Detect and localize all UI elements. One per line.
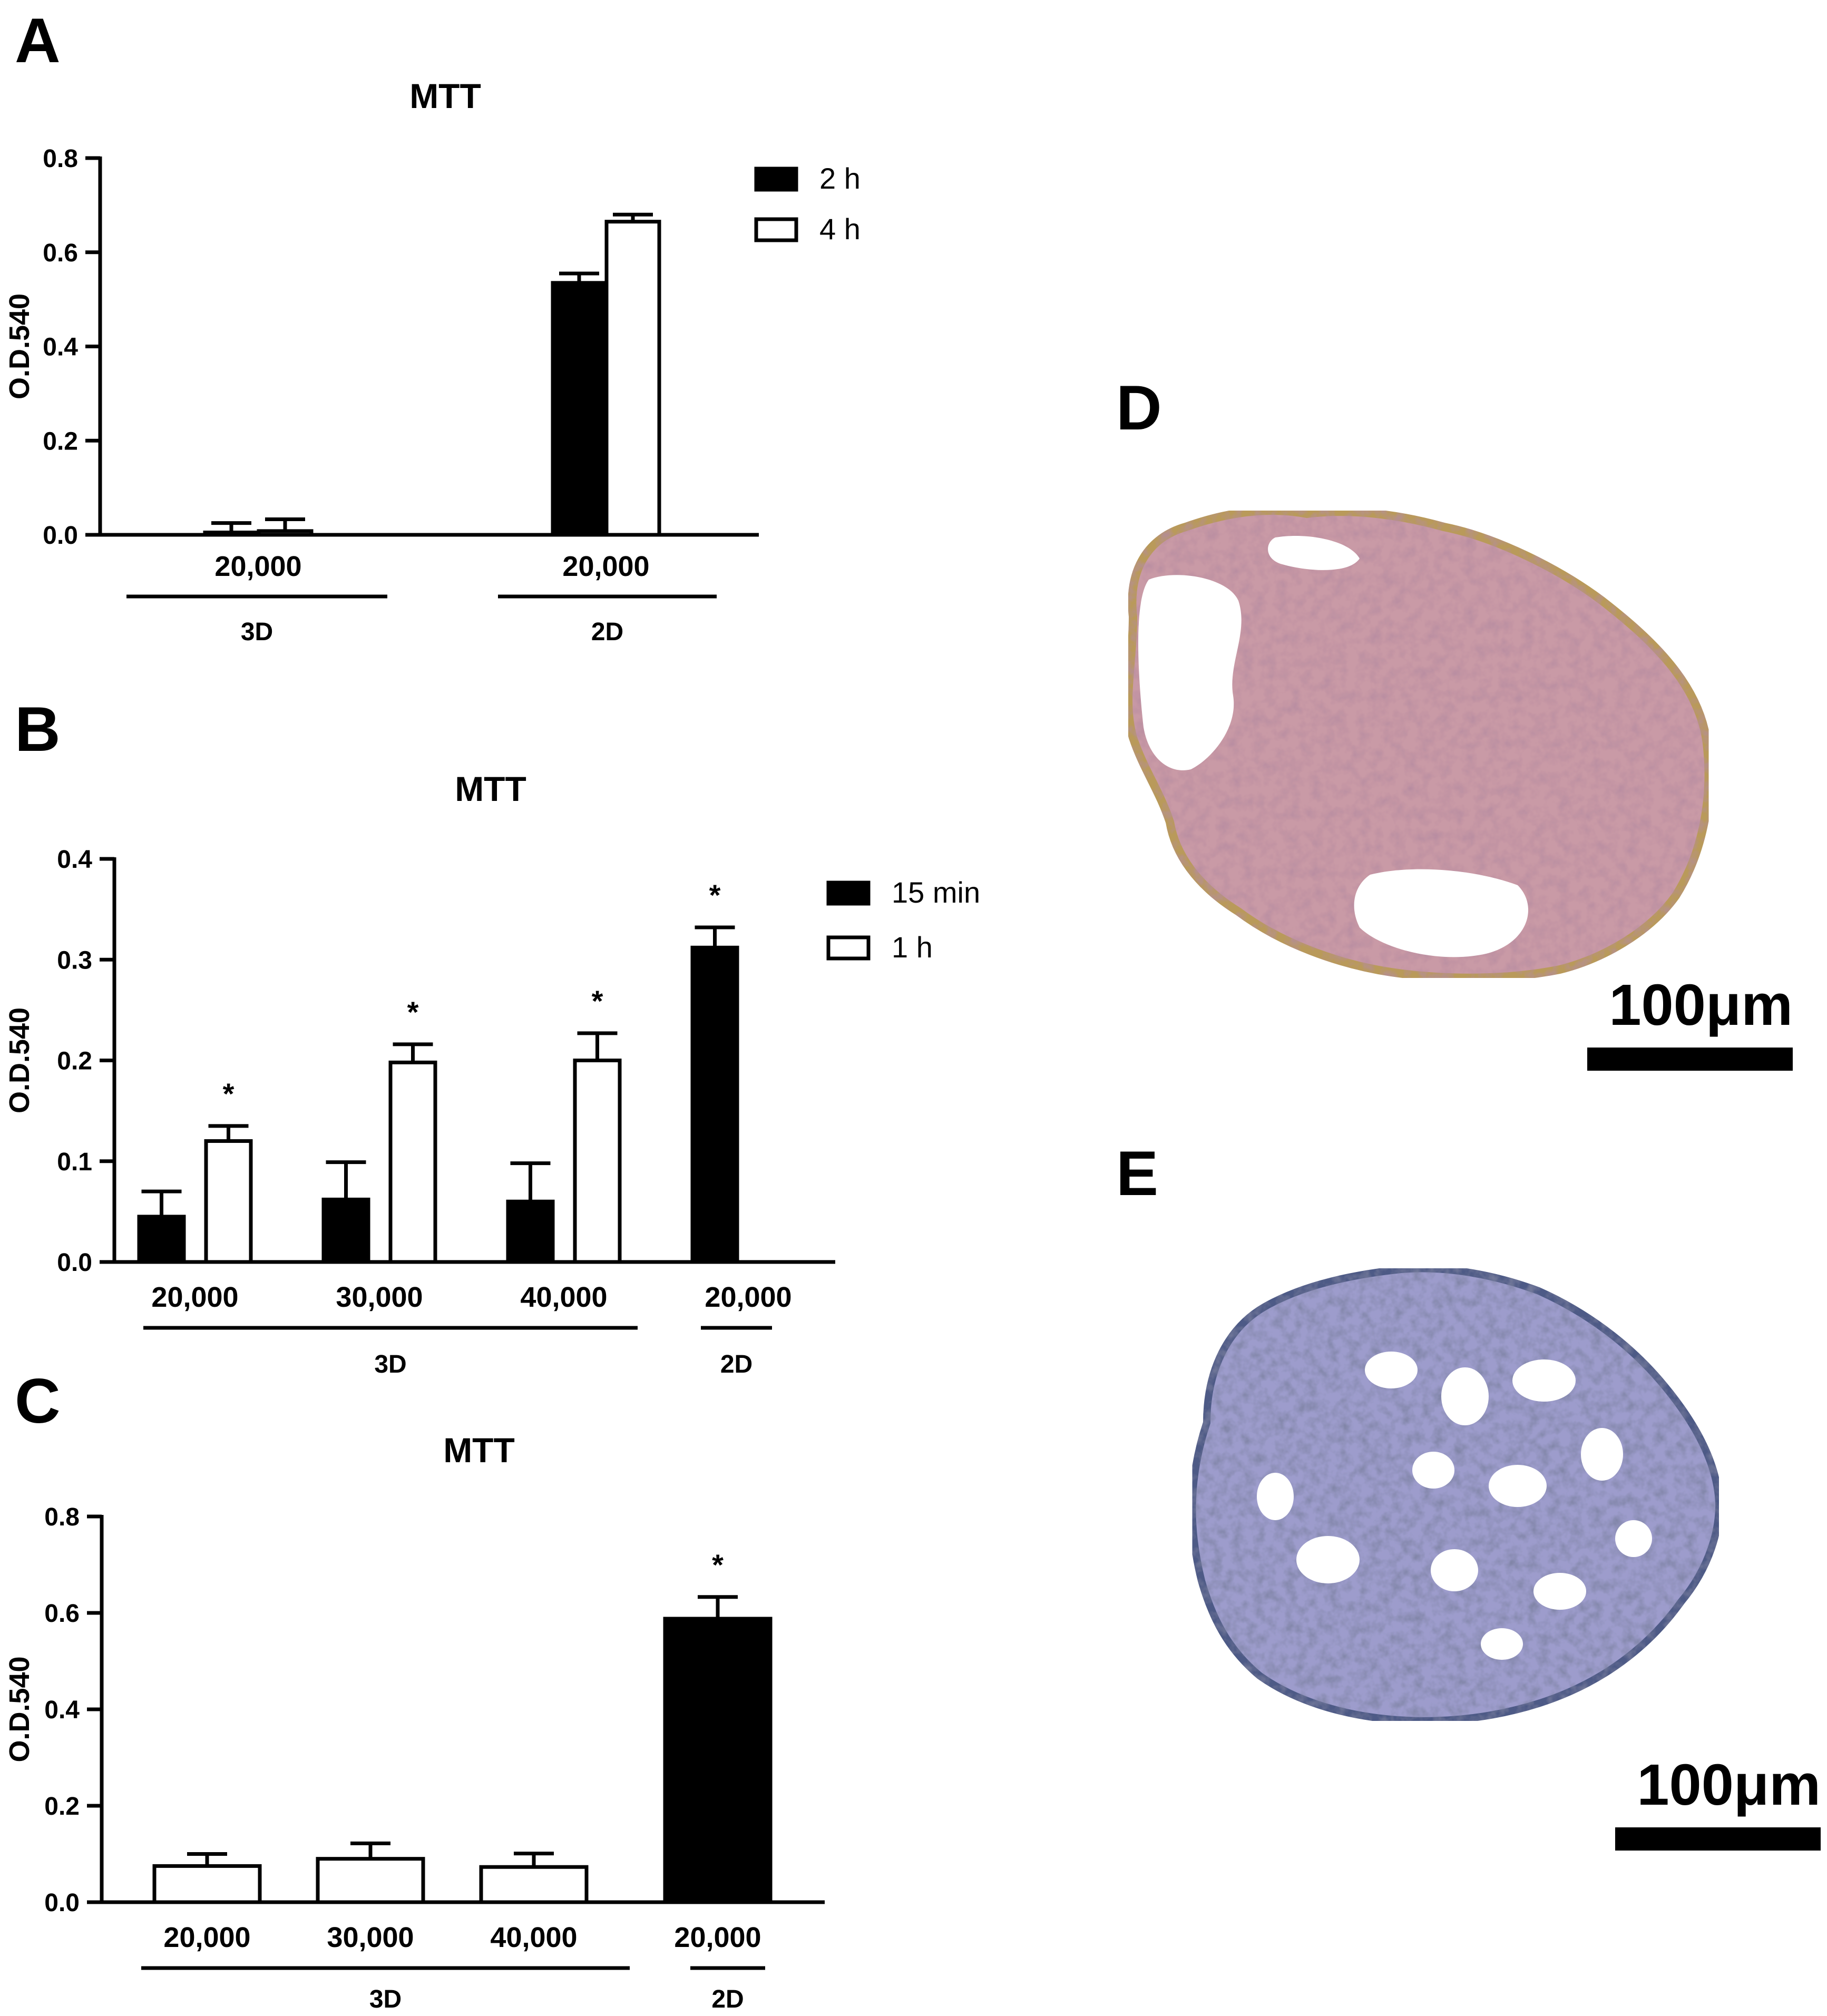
void-e-9	[1533, 1573, 1586, 1610]
y-axis-label: O.D.540	[4, 1007, 35, 1113]
void-e-6	[1581, 1428, 1623, 1481]
void-e-1	[1365, 1352, 1418, 1388]
x-tick-label: 20,000	[163, 1922, 250, 1953]
x-tick-label: 20,000	[151, 1281, 238, 1313]
chart-a: MTT O.D.540 0.0 0.2 0.4 0.6 0.8 20,000 20,000 3D 2…	[4, 76, 861, 646]
y-axis-label: O.D.540	[4, 1656, 35, 1762]
x-tick-label: 20,000	[214, 551, 301, 582]
bar	[663, 1617, 773, 1904]
void-e-12	[1615, 1520, 1652, 1557]
y-tick-label: 0.4	[57, 846, 92, 874]
y-tick-label: 0.2	[44, 1793, 80, 1821]
chart-title: MTT	[409, 76, 481, 115]
group-label: 2D	[591, 618, 623, 646]
spheroid-d	[1124, 506, 1713, 982]
group-label: 3D	[241, 618, 273, 646]
y-tick-label: 0.8	[44, 1503, 80, 1531]
void-e-11	[1257, 1473, 1294, 1520]
y-axis-label: O.D.540	[4, 293, 35, 399]
y-tick-label: 0.4	[44, 1696, 80, 1724]
void-e-2	[1441, 1367, 1489, 1425]
bar	[316, 1857, 425, 1904]
bar	[204, 1139, 253, 1264]
spheroid-e	[1188, 1265, 1723, 1725]
x-tick-label: 40,000	[520, 1281, 607, 1313]
legend-label: 4 h	[819, 212, 861, 246]
void-e-7	[1296, 1536, 1360, 1583]
chart-c: MTT O.D.540 0.0 0.2 0.4 0.6 0.8 * 20,000 30,000 40…	[4, 1431, 825, 2013]
scale-label-e: 100μm	[1637, 1753, 1821, 1817]
micrograph-e: 100μm	[1188, 1265, 1821, 1851]
group-label: 3D	[374, 1350, 406, 1378]
legend-swatch	[754, 167, 798, 192]
void-d-2	[1268, 535, 1360, 570]
legend-swatch	[754, 217, 798, 242]
panel-letter-c: C	[15, 1366, 61, 1436]
y-tick-label: 0.3	[57, 946, 92, 974]
void-d-1	[1138, 575, 1242, 770]
significance-star: *	[223, 1077, 235, 1110]
x-tick-label: 20,000	[674, 1922, 761, 1953]
significance-star: *	[709, 878, 721, 912]
bar	[203, 531, 260, 537]
micrograph-d: 100μm	[1124, 506, 1793, 1071]
bar	[137, 1215, 186, 1264]
chart-b: MTT O.D.540 0.0 0.1 0.2 0.3 0.4 * * * * 20,000 30,00…	[4, 769, 980, 1378]
y-tick-label: 0.1	[57, 1148, 92, 1176]
group-label: 2D	[711, 1985, 744, 2013]
y-tick-label: 0.2	[43, 427, 78, 455]
panel-letter-e: E	[1116, 1138, 1158, 1209]
y-tick-label: 0.0	[57, 1249, 92, 1277]
x-tick-label: 40,000	[490, 1922, 577, 1953]
legend-label: 1 h	[892, 931, 933, 964]
y-tick-label: 0.8	[43, 145, 78, 173]
legend-swatch	[826, 935, 871, 961]
legend-label: 2 h	[819, 162, 861, 195]
x-tick-label: 30,000	[327, 1922, 414, 1953]
void-e-8	[1431, 1549, 1478, 1591]
void-e-4	[1412, 1452, 1454, 1489]
bar	[479, 1865, 589, 1904]
x-tick-label: 20,000	[562, 551, 649, 582]
voids-d	[1138, 535, 1528, 957]
panel-letter-d: D	[1116, 373, 1162, 443]
voids-e	[1257, 1352, 1652, 1660]
significance-star: *	[592, 984, 603, 1017]
chart-title: MTT	[443, 1431, 515, 1470]
bar	[257, 529, 314, 537]
x-tick-label: 30,000	[336, 1281, 423, 1313]
y-tick-label: 0.0	[44, 1889, 80, 1917]
panel-letter-a: A	[15, 5, 61, 76]
bar	[388, 1060, 437, 1264]
y-tick-label: 0.0	[43, 522, 78, 550]
legend-label: 15 min	[892, 876, 980, 909]
panel-letter-b: B	[15, 694, 61, 765]
legend-swatch	[826, 880, 871, 906]
scale-bar-e	[1615, 1827, 1821, 1851]
bar	[690, 945, 739, 1264]
void-e-10	[1481, 1628, 1523, 1660]
group-label: 2D	[720, 1350, 753, 1378]
bar	[604, 220, 661, 537]
group-label: 3D	[369, 1985, 402, 2013]
scale-label-d: 100μm	[1609, 973, 1793, 1038]
y-tick-label: 0.6	[44, 1600, 80, 1628]
y-tick-label: 0.4	[43, 334, 78, 361]
bar	[321, 1197, 370, 1264]
void-e-3	[1512, 1359, 1576, 1402]
y-tick-label: 0.2	[57, 1048, 92, 1075]
chart-title: MTT	[455, 769, 526, 808]
y-tick-label: 0.6	[43, 239, 78, 267]
void-e-5	[1489, 1465, 1547, 1507]
bar	[551, 281, 608, 537]
bar	[506, 1199, 555, 1264]
significance-star: *	[712, 1548, 724, 1581]
significance-star: *	[407, 995, 419, 1029]
bar	[152, 1864, 262, 1904]
void-d-3	[1354, 869, 1528, 957]
bar	[573, 1059, 622, 1264]
scale-bar-d	[1587, 1048, 1793, 1071]
x-tick-label: 20,000	[705, 1281, 792, 1313]
